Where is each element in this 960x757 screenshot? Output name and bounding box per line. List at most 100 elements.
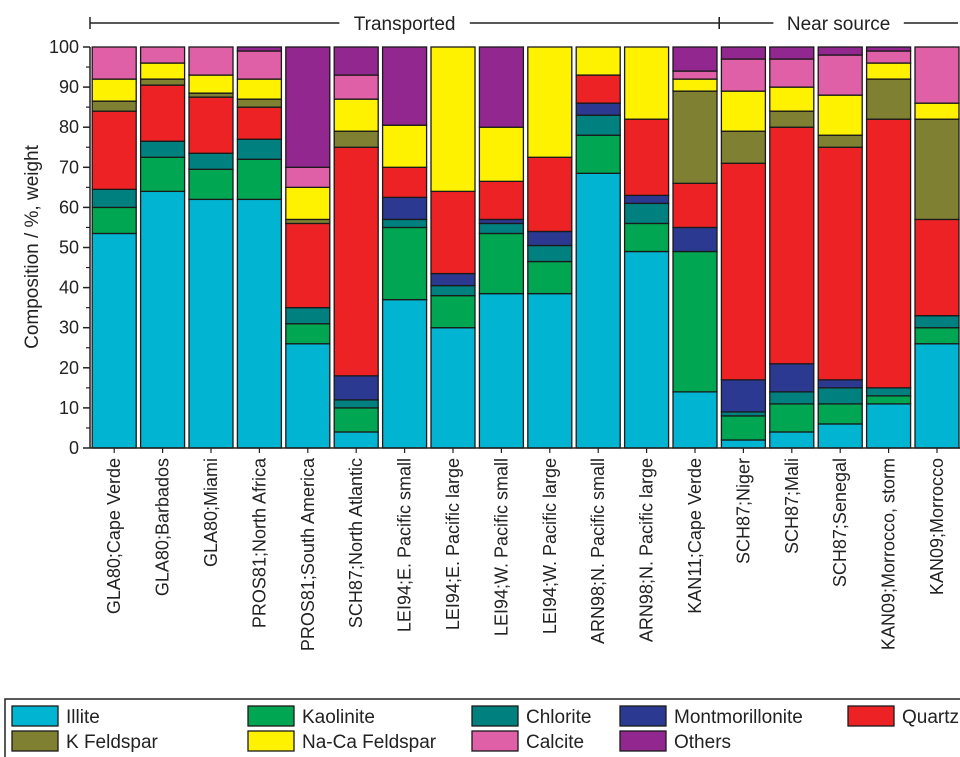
- bar-segment-na-ca-feldspar: [527, 46, 573, 158]
- x-tick-label: LEI94;W. Pacific small: [491, 458, 511, 636]
- bar-segment-na-ca-feldspar: [769, 86, 815, 112]
- bar-segment-na-ca-feldspar: [575, 46, 621, 76]
- bar-segment-others: [865, 46, 912, 52]
- x-tick-labels: GLA80;Cape Verde GLA80;Barbados GLA80;Miam…: [104, 448, 947, 651]
- bar-segment-illite: [430, 327, 476, 449]
- legend-label: Others: [674, 732, 731, 753]
- y-tick-label: 60: [59, 197, 79, 217]
- bar-segment-k-feldspar: [720, 130, 767, 164]
- bar-segment-illite: [575, 172, 621, 449]
- x-tick-label: GLA80;Cape Verde: [104, 458, 124, 614]
- legend-swatch: [11, 730, 59, 752]
- group-label: Transported: [354, 14, 456, 35]
- bar-segment-k-feldspar: [333, 130, 379, 148]
- legend-swatch: [471, 705, 519, 727]
- bar-segment-quartz: [527, 156, 573, 233]
- bar-segment-others: [333, 46, 379, 76]
- legend-swatch: [247, 730, 295, 752]
- bar-segment-illite: [236, 198, 283, 449]
- bar-segment-na-ca-feldspar: [865, 62, 912, 80]
- bar-segment-na-ca-feldspar: [188, 74, 234, 94]
- x-tick-label: LEI94;W. Pacific large: [540, 458, 560, 634]
- bar-segment-montmorillonite: [720, 379, 767, 413]
- bar-segment-chlorite: [527, 244, 573, 263]
- bar-segment-illite: [865, 403, 912, 449]
- legend-label: Chlorite: [526, 707, 591, 728]
- bar-segment-k-feldspar: [914, 118, 960, 221]
- bar-segment-k-feldspar: [91, 100, 137, 112]
- x-tick-label: PROS81;North Africa: [249, 457, 269, 628]
- bar-segment-na-ca-feldspar: [381, 124, 428, 168]
- bar-segment-kaolinite: [769, 403, 815, 433]
- group-brackets: Transported Near source: [89, 14, 958, 35]
- bar-segment-quartz: [236, 106, 283, 140]
- group-label: Near source: [787, 14, 891, 35]
- bar-segment-kaolinite: [817, 403, 863, 425]
- bar-segment-chlorite: [769, 391, 815, 405]
- bar-segment-illite: [817, 423, 863, 449]
- bar-segment-kaolinite: [672, 250, 718, 393]
- bar-segment-quartz: [769, 126, 815, 365]
- y-tick-label: 30: [59, 318, 79, 338]
- x-tick-label: LEI94;E. Pacific small: [395, 458, 415, 632]
- x-tick-label: GLA80;Barbados: [153, 458, 173, 596]
- bar-segment-illite: [285, 343, 331, 449]
- bar-segment-chlorite: [430, 284, 476, 297]
- legend-label: Calcite: [526, 732, 584, 753]
- bar-segment-quartz: [865, 118, 912, 389]
- bar-segment-illite: [478, 292, 525, 449]
- bars: [91, 46, 960, 449]
- bar-segment-montmorillonite: [817, 379, 863, 389]
- bar-segment-calcite: [285, 166, 331, 189]
- bar-segment-calcite: [139, 46, 186, 64]
- bar-segment-na-ca-feldspar: [91, 78, 137, 102]
- bar-segment-chlorite: [623, 202, 670, 225]
- bar-segment-na-ca-feldspar: [478, 126, 525, 182]
- y-tick-label: 50: [59, 238, 79, 258]
- bar-segment-chlorite: [236, 138, 283, 160]
- bar-segment-quartz: [575, 74, 621, 104]
- x-tick-label: GLA80;Miami: [201, 458, 221, 567]
- y-tick-label: 80: [59, 117, 79, 137]
- bar-segment-kaolinite: [91, 206, 137, 235]
- bar-segment-illite: [672, 391, 718, 449]
- x-tick-label: ARN98;N. Pacific small: [588, 458, 608, 644]
- bar-segment-kaolinite: [914, 327, 960, 345]
- bar-segment-chlorite: [575, 114, 621, 136]
- bar-segment-calcite: [817, 54, 863, 96]
- bar-segment-montmorillonite: [527, 230, 573, 247]
- bar-segment-chlorite: [865, 387, 912, 397]
- bar-segment-illite: [381, 298, 428, 449]
- bar-segment-na-ca-feldspar: [285, 186, 331, 221]
- bar-segment-quartz: [672, 182, 718, 229]
- bar-segment-calcite: [672, 70, 718, 80]
- x-tick-label: KAN09;Morrocco, storm: [879, 458, 899, 650]
- bar-segment-kaolinite: [478, 232, 525, 295]
- bar-segment-kaolinite: [333, 407, 379, 433]
- legend-swatch: [471, 730, 519, 752]
- x-tick-label: PROS81;South America: [298, 457, 318, 651]
- bar-segment-chlorite: [817, 387, 863, 405]
- bar-segment-quartz: [478, 180, 525, 221]
- bar-segment-calcite: [236, 50, 283, 80]
- bar-segment-na-ca-feldspar: [333, 98, 379, 132]
- legend: Illite Kaolinite Chlorite Montmorillonite Qu…: [4, 698, 960, 757]
- x-tick-label: KAN11;Cape Verde: [685, 458, 705, 614]
- bar-segment-quartz: [914, 218, 960, 317]
- legend-label: Kaolinite: [302, 707, 375, 728]
- bar-segment-illite: [139, 190, 186, 449]
- x-tick-label: KAN09;Morrocco: [927, 458, 947, 595]
- x-tick-label: SCH87;North Atlantic: [346, 458, 366, 628]
- bar-segment-calcite: [865, 50, 912, 64]
- bar-segment-k-feldspar: [769, 110, 815, 128]
- x-tick-label: SCH87;Mali: [782, 458, 802, 554]
- legend-swatch: [619, 705, 667, 727]
- bar-segment-quartz: [188, 96, 234, 154]
- legend-swatch: [619, 730, 667, 752]
- bar-segment-others: [381, 46, 428, 126]
- bar-segment-illite: [91, 232, 137, 449]
- bar-segment-quartz: [430, 190, 476, 275]
- bar-segment-na-ca-feldspar: [236, 78, 283, 100]
- bar-segment-others: [478, 46, 525, 128]
- bar-segment-k-feldspar: [672, 90, 718, 184]
